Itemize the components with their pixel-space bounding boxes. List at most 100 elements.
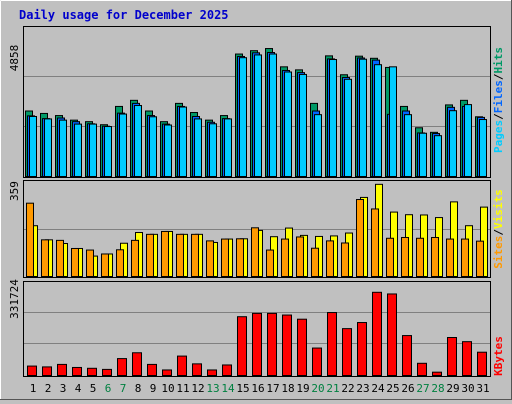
legend-pages: Pages (492, 120, 505, 153)
bar-kbytes-day-26 (402, 335, 412, 376)
bar-kbytes-day-1 (27, 365, 37, 376)
bar-pages-day-15 (239, 57, 247, 177)
bar-sites-day-16 (251, 227, 259, 277)
x-label-day-25: 25 (386, 382, 399, 395)
bar-pages-day-9 (149, 116, 157, 177)
bar-pages-day-25 (389, 66, 397, 177)
legend-bottom: KBytes (492, 336, 505, 376)
bar-kbytes-day-2 (42, 366, 52, 377)
panel-mid-max-label: 359 (8, 181, 21, 201)
legend-sep-1: / (492, 113, 505, 120)
x-label-day-28: 28 (431, 382, 444, 395)
bar-kbytes-day-31 (477, 351, 487, 376)
bar-sites-day-27 (416, 237, 424, 278)
bar-sites-day-19 (296, 236, 304, 278)
x-label-day-13: 13 (206, 382, 219, 395)
x-label-day-26: 26 (401, 382, 414, 395)
x-label-day-22: 22 (341, 382, 354, 395)
bar-kbytes-day-13 (207, 369, 217, 376)
bar-sites-day-14 (221, 238, 229, 277)
legend-sep-3: / (492, 229, 505, 236)
bar-pages-day-24 (374, 64, 382, 177)
bar-pages-day-31 (479, 119, 487, 177)
bar-sites-day-13 (206, 240, 214, 277)
bar-sites-day-17 (266, 249, 274, 278)
bar-pages-day-20 (314, 114, 322, 177)
x-label-day-5: 5 (90, 382, 97, 395)
bar-pages-day-21 (329, 59, 337, 177)
x-label-day-17: 17 (266, 382, 279, 395)
legend-sep-2: / (492, 73, 505, 80)
panel-bottom-max-label: 331724 (8, 279, 21, 319)
bar-sites-day-9 (146, 233, 154, 277)
x-label-day-6: 6 (105, 382, 112, 395)
x-label-day-23: 23 (356, 382, 369, 395)
bars-layer (25, 48, 488, 377)
legend-mid: Sites/Visits (492, 189, 505, 269)
bar-kbytes-day-18 (282, 314, 292, 376)
x-label-day-10: 10 (161, 382, 174, 395)
bar-sites-day-4 (71, 247, 79, 278)
bar-sites-day-15 (236, 238, 244, 277)
x-label-day-19: 19 (296, 382, 309, 395)
legend-hits: Hits (492, 47, 505, 74)
x-label-day-12: 12 (191, 382, 204, 395)
chart-title: Daily usage for December 2025 (19, 8, 229, 22)
bar-sites-day-7 (116, 249, 124, 278)
bar-kbytes-day-14 (222, 364, 232, 377)
x-label-day-1: 1 (30, 382, 37, 395)
legend-files: Files (492, 80, 505, 113)
bar-pages-day-6 (104, 126, 112, 178)
bar-pages-day-7 (119, 113, 127, 178)
bar-kbytes-day-15 (237, 316, 247, 376)
legend-sites: Sites (492, 236, 505, 269)
bar-sites-day-1 (26, 202, 34, 278)
bar-kbytes-day-29 (447, 337, 457, 376)
bar-kbytes-day-4 (72, 366, 82, 377)
bar-sites-day-21 (326, 240, 334, 277)
x-label-day-15: 15 (236, 382, 249, 395)
bar-kbytes-day-19 (297, 318, 307, 377)
x-label-day-27: 27 (416, 382, 429, 395)
x-label-day-18: 18 (281, 382, 294, 395)
bar-sites-day-10 (161, 230, 169, 278)
x-label-day-9: 9 (150, 382, 157, 395)
x-label-day-7: 7 (120, 382, 127, 395)
legend-visits: Visits (492, 189, 505, 229)
bar-sites-day-2 (41, 239, 49, 278)
bar-pages-day-3 (59, 119, 67, 177)
bar-sites-day-22 (341, 242, 349, 277)
bar-sites-day-18 (281, 238, 289, 277)
bar-pages-day-30 (464, 104, 472, 177)
legend-kbytes: KBytes (492, 336, 505, 376)
bar-pages-day-29 (449, 110, 457, 177)
bar-kbytes-day-23 (357, 322, 367, 377)
bar-pages-day-28 (434, 135, 442, 178)
bar-kbytes-day-10 (162, 369, 172, 376)
bar-pages-day-16 (254, 54, 262, 178)
bar-sites-day-12 (191, 233, 199, 277)
bar-kbytes-day-30 (462, 341, 472, 376)
bar-kbytes-day-7 (117, 358, 127, 377)
legend-top: Pages/Files/Hits (492, 47, 505, 153)
bar-sites-day-29 (446, 238, 454, 277)
x-label-day-3: 3 (60, 382, 67, 395)
bar-sites-day-30 (461, 238, 469, 277)
bar-sites-day-11 (176, 233, 184, 277)
bar-kbytes-day-22 (342, 328, 352, 376)
bar-kbytes-day-12 (192, 363, 202, 377)
x-label-day-20: 20 (311, 382, 324, 395)
panel-top-max-label: 4858 (8, 45, 21, 72)
x-label-day-21: 21 (326, 382, 339, 395)
bar-kbytes-day-28 (432, 371, 442, 377)
bar-kbytes-day-21 (327, 312, 337, 376)
bar-pages-day-23 (359, 58, 367, 178)
bar-kbytes-day-8 (132, 352, 142, 377)
bar-kbytes-day-20 (312, 347, 322, 376)
x-label-day-29: 29 (446, 382, 459, 395)
x-label-day-31: 31 (476, 382, 489, 395)
bar-sites-day-26 (401, 236, 409, 277)
bar-pages-day-5 (89, 123, 97, 178)
bar-kbytes-day-11 (177, 355, 187, 377)
